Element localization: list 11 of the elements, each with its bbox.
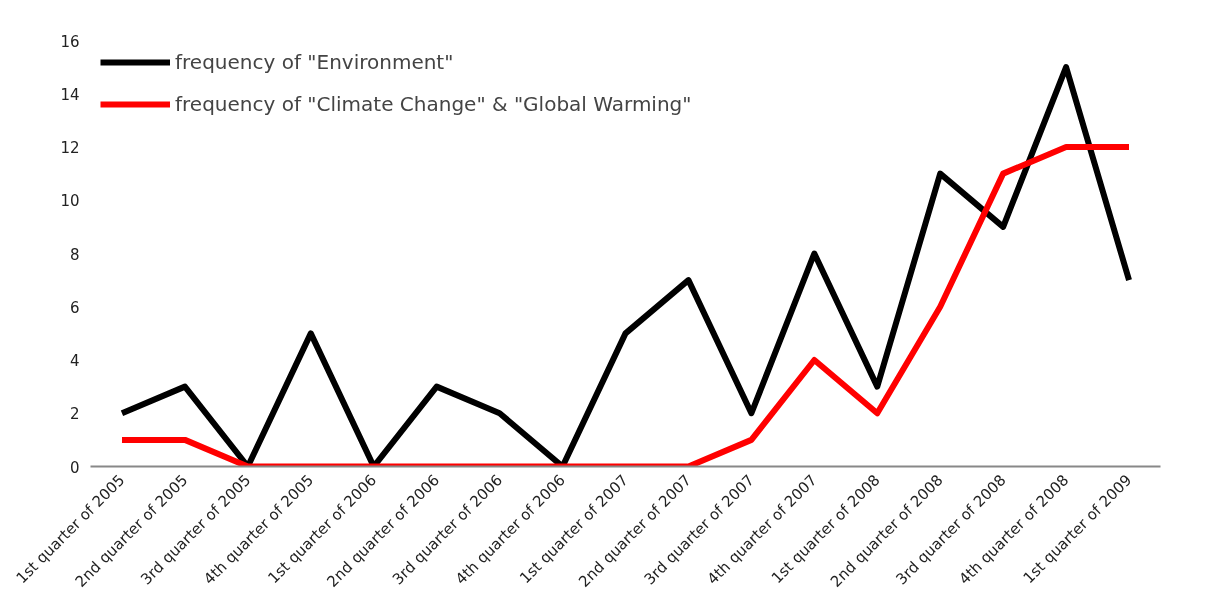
legend-label: frequency of "Environment" xyxy=(175,50,454,74)
y-tick-label: 8 xyxy=(69,245,80,264)
y-tick-label: 10 xyxy=(60,192,80,211)
y-tick-label: 14 xyxy=(60,85,80,104)
y-tick-label: 6 xyxy=(69,298,80,317)
y-tick-label: 16 xyxy=(60,32,80,51)
legend-label: frequency of "Climate Change" & "Global Warming" xyxy=(175,92,692,116)
y-tick-label: 2 xyxy=(69,405,80,424)
y-tick-label: 0 xyxy=(69,458,80,477)
y-tick-label: 4 xyxy=(69,352,80,370)
y-tick-label: 12 xyxy=(60,139,80,157)
